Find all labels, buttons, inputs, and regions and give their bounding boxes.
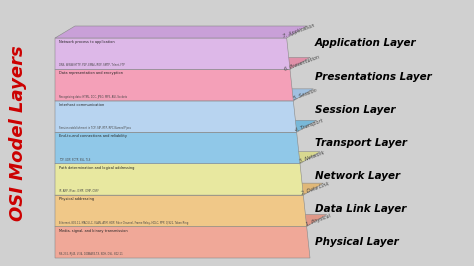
Text: 4. Transport: 4. Transport	[294, 118, 323, 133]
Polygon shape	[55, 26, 307, 38]
Polygon shape	[55, 164, 303, 195]
Text: Session establishment in TCP, SIP, RTP, RPC-Named Pipes: Session establishment in TCP, SIP, RTP, …	[59, 126, 131, 130]
Text: Interhost communication: Interhost communication	[59, 103, 104, 107]
Text: End-to-end connections and reliability: End-to-end connections and reliability	[59, 134, 127, 138]
Polygon shape	[55, 57, 310, 69]
Polygon shape	[55, 215, 327, 227]
Text: 5. Session: 5. Session	[293, 88, 318, 101]
Text: Data representation and encryption: Data representation and encryption	[59, 72, 123, 76]
Text: Transport Layer: Transport Layer	[315, 138, 407, 148]
Polygon shape	[55, 195, 307, 227]
Text: Physical Layer: Physical Layer	[315, 237, 399, 247]
Text: IP, ARP, IPsec, ICMP, IGMP, OSPF: IP, ARP, IPsec, ICMP, IGMP, OSPF	[59, 189, 99, 193]
Text: 7. Application: 7. Application	[282, 23, 315, 39]
Text: Data Link Layer: Data Link Layer	[315, 204, 406, 214]
Text: Media, signal, and binary transmission: Media, signal, and binary transmission	[59, 228, 128, 232]
Text: Recognizing data: HTML, DOC, JPEG, MP3, AVI, Sockets: Recognizing data: HTML, DOC, JPEG, MP3, …	[59, 95, 127, 99]
Text: Network Layer: Network Layer	[315, 171, 400, 181]
Polygon shape	[55, 38, 290, 69]
Polygon shape	[55, 227, 310, 258]
Text: Application Layer: Application Layer	[315, 38, 417, 48]
Polygon shape	[55, 69, 293, 101]
Text: DNS, WWW/HTTP, P2P, EMAIL/POP, SMTP, Telnet, FTP: DNS, WWW/HTTP, P2P, EMAIL/POP, SMTP, Tel…	[59, 63, 125, 67]
Text: Path determination and logical addressing: Path determination and logical addressin…	[59, 166, 134, 170]
Polygon shape	[55, 89, 313, 101]
Text: Physical addressing: Physical addressing	[59, 197, 94, 201]
Polygon shape	[55, 183, 323, 195]
Text: Network process to application: Network process to application	[59, 40, 115, 44]
Text: TCP, UDP, SCTP, SSL, TLS: TCP, UDP, SCTP, SSL, TLS	[59, 158, 91, 162]
Text: Session Layer: Session Layer	[315, 105, 395, 115]
Text: 3. Network: 3. Network	[299, 150, 325, 164]
Text: 1. Physical: 1. Physical	[306, 213, 332, 227]
Text: RS-232, RJ45, V.34, 100BASE-TX, SDH, DSL, 802.11: RS-232, RJ45, V.34, 100BASE-TX, SDH, DSL…	[59, 252, 123, 256]
Text: OSI Model Layers: OSI Model Layers	[9, 45, 27, 221]
Text: Presentations Layer: Presentations Layer	[315, 72, 432, 82]
Text: 2. Data Link: 2. Data Link	[301, 181, 330, 196]
Text: Ethernet, 802.11, MAC/LLC, VLAN, ATM, HDP, Fibre Channel, Frame Relay, HDLC, PPP: Ethernet, 802.11, MAC/LLC, VLAN, ATM, HD…	[59, 221, 188, 225]
Text: 6. Presentation: 6. Presentation	[284, 54, 320, 72]
Polygon shape	[55, 132, 300, 164]
Polygon shape	[55, 152, 320, 164]
Polygon shape	[55, 120, 317, 132]
Polygon shape	[55, 101, 297, 132]
